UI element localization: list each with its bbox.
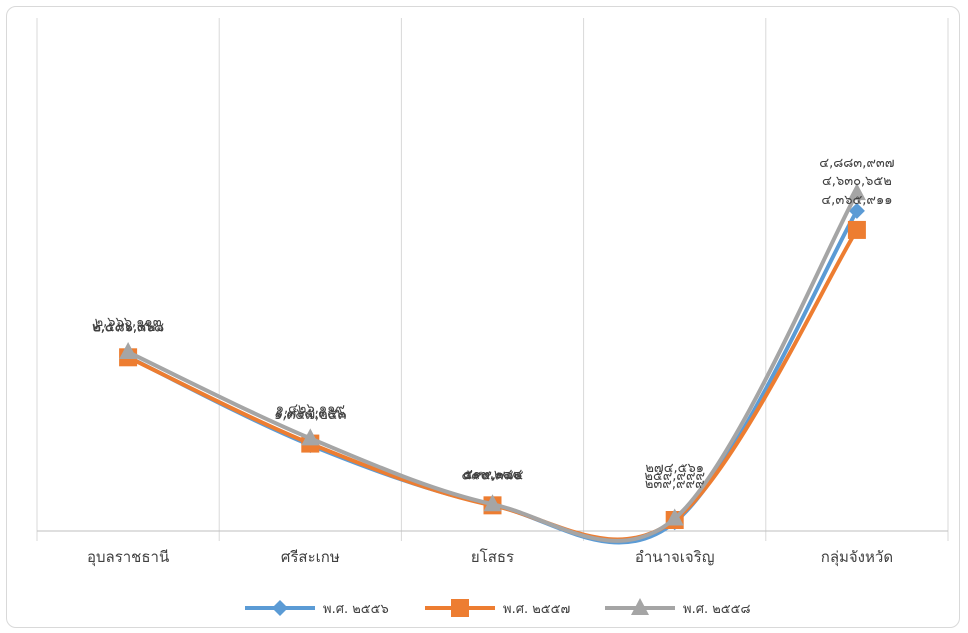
data-point-marker [665,508,684,526]
data-label: ๒,๕๘๖,๓๖๘ [92,320,164,335]
data-point-marker [483,494,502,512]
legend-label: พ.ศ. ๒๕๕๖ [323,602,389,617]
legend-item: พ.ศ. ๒๕๕๗ [425,599,570,617]
x-tick-label: กลุ่มจังหวัด [821,548,893,567]
series-line [126,227,859,542]
series-line [126,191,859,543]
series-3 [119,183,866,543]
legend-item: พ.ศ. ๒๕๕๖ [245,600,389,617]
data-point-marker [301,428,320,446]
data-label: ๑,๓๔๗,๒๔๓ [274,408,346,423]
legend: พ.ศ. ๒๕๕๖ พ.ศ. ๒๕๕๗ พ.ศ. ๒๕๕๘ [245,598,751,617]
data-point-marker [119,342,138,360]
data-label: ๕๑๓,๒๔๔ [463,467,523,482]
data-label: ๔,๓๖๕,๙๑๑ [821,193,892,208]
series-1 [120,202,865,545]
data-label: ๔๙๙,๙๐๒ [463,468,522,483]
x-tick-label: ศรีสะเกษ [281,548,340,566]
data-label: ๒๗๔,๕๖๑ [645,461,704,476]
data-point-marker [847,220,866,239]
x-tick-label: ยโสธร [471,548,514,566]
legend-label: พ.ศ. ๒๕๕๗ [503,602,570,617]
legend-item: พ.ศ. ๒๕๕๘ [605,598,751,617]
data-label: ๒๕๙,๙๙๙ [644,469,705,484]
series-line [126,208,859,545]
legend-marker [272,600,288,616]
data-label: ๔๙๔,๓๘๕ [461,468,523,483]
grid-layer [36,18,949,541]
data-label: ๒,๖๖๖,๑๑๓ [95,315,162,330]
data-label: ๔,๖๓๐,๖๕๒ [822,174,892,189]
series-layer [119,183,866,545]
x-tick-labels: อุบลราชธานี ศรีสะเกษ ยโสธร อำนาจเจริญ กลุ่มจ… [87,548,893,567]
data-label: ๒๓๙,๙๙๙ [645,477,705,492]
data-label: ๑,๔๒๖,๑๑๙ [276,401,345,416]
data-label: ๑,๓๖๕,๓๕๒ [275,407,346,422]
data-point-marker [847,183,866,201]
data-label: ๒,๕๙๑,๔๒๖ [93,320,164,335]
data-point-marker [848,202,865,219]
series-2 [119,220,866,542]
x-tick-label: อุบลราชธานี [87,548,169,567]
legend-label: พ.ศ. ๒๕๕๘ [683,602,751,617]
data-label: ๔,๘๘๓,๙๓๗ [819,156,894,171]
legend-marker [631,598,649,615]
legend-marker [451,599,469,617]
x-tick-label: อำนาจเจริญ [635,548,715,566]
